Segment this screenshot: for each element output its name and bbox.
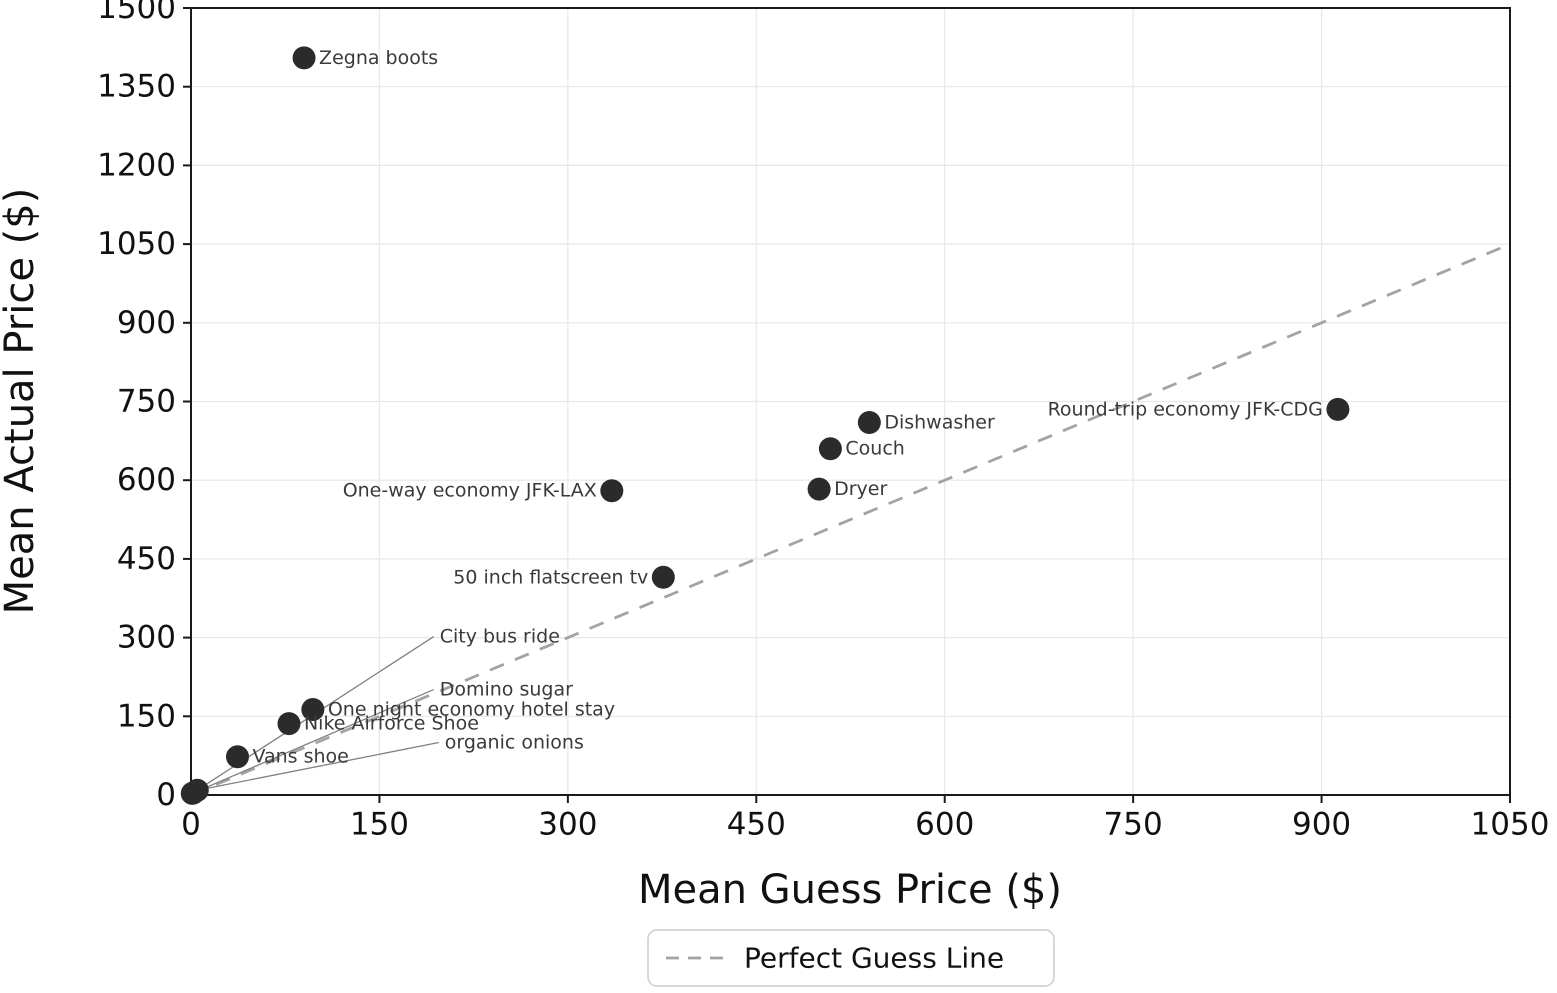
data-points [180,46,1350,805]
gridlines [190,7,1511,796]
y-tick-label: 750 [117,384,176,420]
data-point [1326,397,1350,421]
y-tick-label: 300 [117,620,176,656]
data-point [807,477,831,501]
legend: Perfect Guess Line [647,929,1055,987]
point-label: Domino sugar [440,679,573,701]
data-point [857,410,881,434]
y-tick-label: 600 [117,462,176,498]
leader-line [197,741,439,791]
point-label: Zegna boots [319,47,438,69]
data-point [600,479,624,503]
point-label: One-way economy JFK-LAX [343,480,597,502]
point-label: Vans shoe [252,746,348,768]
perfect-guess-line [190,242,1511,797]
point-label: City bus ride [440,626,560,648]
point-label: 50 inch flatscreen tv [453,566,648,588]
data-point [651,565,675,589]
data-point [225,745,249,769]
x-tick-label: 450 [727,806,786,842]
y-tick-label: 1200 [97,147,176,183]
point-label: Dryer [834,478,887,500]
legend-label: Perfect Guess Line [744,942,1004,975]
point-labels: Zegna boots Round-trip economy JFK-CDG Dis… [252,47,1322,768]
point-label: Round-trip economy JFK-CDG [1048,398,1323,420]
y-tick-label: 450 [117,541,176,577]
x-tick-label: 0 [181,806,201,842]
data-point [818,437,842,461]
y-tick-label: 1350 [97,69,176,105]
y-tick-label: 1050 [97,226,176,262]
point-label: Nike Airforce Shoe [304,713,479,735]
data-point [301,697,325,721]
leader-line [193,688,434,794]
data-point [292,46,316,70]
point-label: Couch [845,438,904,460]
x-tick-label: 900 [1292,806,1351,842]
y-axis-label: Mean Actual Price ($) [0,188,43,615]
x-tick-label: 600 [915,806,974,842]
data-point [277,712,301,736]
y-tick-label: 150 [117,698,176,734]
point-label: Dishwasher [884,411,995,433]
y-tick-label: 0 [156,777,176,813]
x-tick-label: 300 [538,806,597,842]
y-tick-label: 1500 [97,0,176,26]
data-point [185,778,209,802]
x-tick-label: 1050 [1471,806,1550,842]
point-label: organic onions [445,732,584,754]
legend-box [647,929,1055,987]
point-label: One night economy hotel stay [328,698,615,720]
axes: 0 150 300 450 600 750 900 1050 0 150 300 450 600 750 9… [97,0,1549,842]
reference-line-layer [190,242,1511,797]
x-tick-label: 750 [1104,806,1163,842]
x-axis-label: Mean Guess Price ($) [638,867,1062,913]
y-tick-label: 900 [117,305,176,341]
x-tick-label: 150 [350,806,409,842]
